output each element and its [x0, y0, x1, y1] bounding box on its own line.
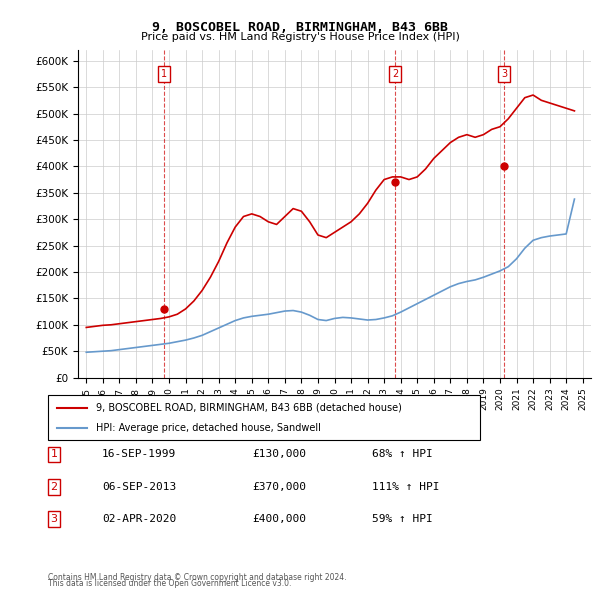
FancyBboxPatch shape	[48, 395, 480, 440]
Text: 1: 1	[161, 69, 167, 79]
Text: 2: 2	[392, 69, 398, 79]
Text: £400,000: £400,000	[252, 514, 306, 524]
Text: 16-SEP-1999: 16-SEP-1999	[102, 450, 176, 459]
Text: 59% ↑ HPI: 59% ↑ HPI	[372, 514, 433, 524]
Text: 111% ↑ HPI: 111% ↑ HPI	[372, 482, 439, 491]
Text: 3: 3	[50, 514, 58, 524]
Text: Price paid vs. HM Land Registry's House Price Index (HPI): Price paid vs. HM Land Registry's House …	[140, 32, 460, 42]
Text: 9, BOSCOBEL ROAD, BIRMINGHAM, B43 6BB (detached house): 9, BOSCOBEL ROAD, BIRMINGHAM, B43 6BB (d…	[95, 403, 401, 412]
Text: 68% ↑ HPI: 68% ↑ HPI	[372, 450, 433, 459]
Text: 02-APR-2020: 02-APR-2020	[102, 514, 176, 524]
Text: £370,000: £370,000	[252, 482, 306, 491]
Text: 9, BOSCOBEL ROAD, BIRMINGHAM, B43 6BB: 9, BOSCOBEL ROAD, BIRMINGHAM, B43 6BB	[152, 21, 448, 34]
Text: £130,000: £130,000	[252, 450, 306, 459]
Text: This data is licensed under the Open Government Licence v3.0.: This data is licensed under the Open Gov…	[48, 579, 292, 588]
Text: 06-SEP-2013: 06-SEP-2013	[102, 482, 176, 491]
Text: HPI: Average price, detached house, Sandwell: HPI: Average price, detached house, Sand…	[95, 424, 320, 434]
Text: Contains HM Land Registry data © Crown copyright and database right 2024.: Contains HM Land Registry data © Crown c…	[48, 573, 347, 582]
Text: 2: 2	[50, 482, 58, 491]
Text: 3: 3	[501, 69, 507, 79]
Text: 1: 1	[50, 450, 58, 459]
